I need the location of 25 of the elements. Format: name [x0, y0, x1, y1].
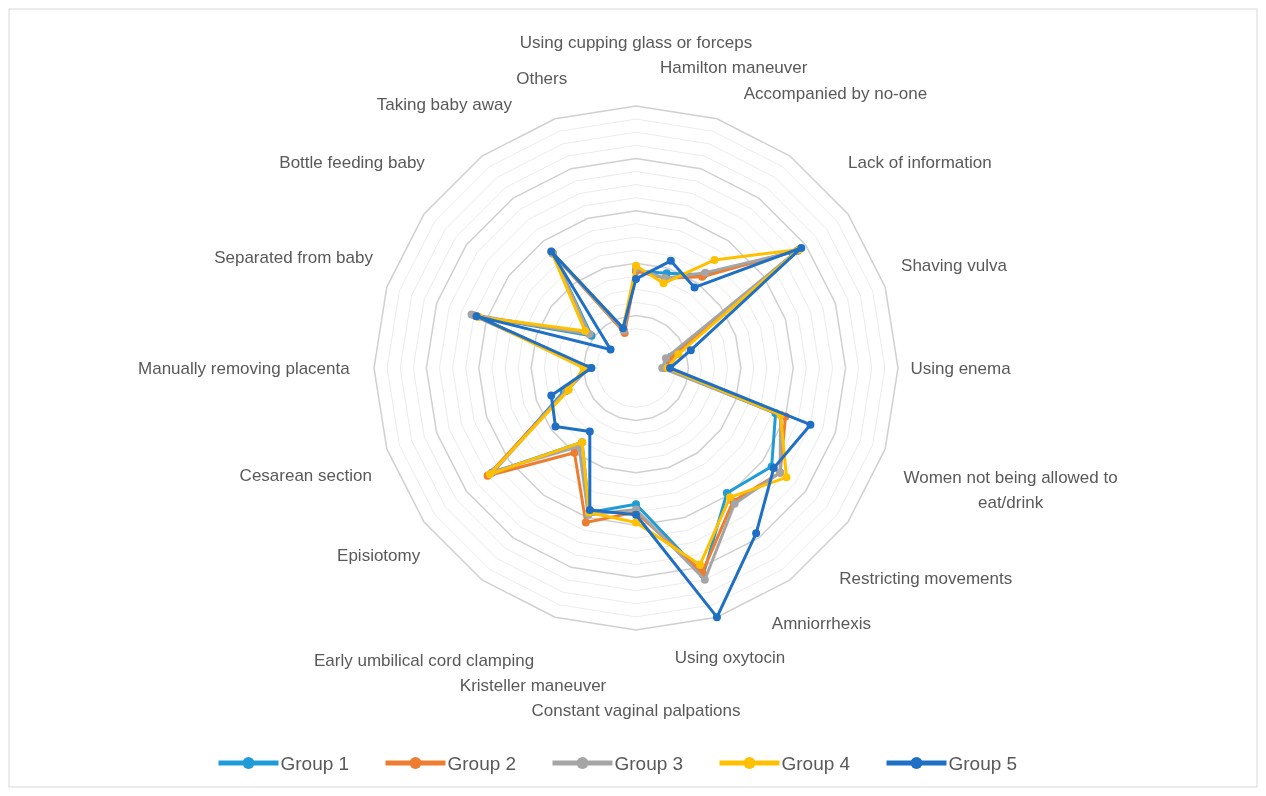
spoke-label: Lack of information	[848, 152, 992, 172]
spoke-label: Shaving vulva	[901, 255, 1008, 275]
spoke-label: Accompanied by no-one	[743, 84, 928, 104]
legend-label: Group 5	[948, 753, 1018, 774]
spoke-label: Separated from baby	[214, 247, 374, 267]
legend-label: Group 2	[447, 753, 517, 774]
spoke-label: Early umbilical cord clamping	[314, 650, 535, 670]
legend-label: Group 4	[781, 753, 851, 774]
spoke-label: Using cupping glass or forceps	[519, 32, 753, 52]
spoke-label: Taking baby away	[376, 95, 513, 115]
spoke-label: Restricting movements	[839, 569, 1013, 589]
spoke-label: Others	[516, 68, 568, 88]
spoke-label: Women not being allowed to eat/drink	[903, 468, 1118, 512]
spoke-label: Episiotomy	[337, 545, 421, 565]
legend-label: Group 1	[280, 753, 350, 774]
spoke-label: Constant vaginal palpations	[531, 701, 741, 721]
spoke-label: Bottle feeding baby	[279, 152, 426, 172]
spoke-label: Cesarean section	[239, 466, 372, 486]
legend-label: Group 3	[614, 753, 684, 774]
spoke-label: Kristeller maneuver	[459, 675, 607, 695]
spoke-label: Hamilton maneuver	[660, 58, 808, 78]
spoke-label: Amniorrhexis	[771, 614, 872, 634]
spoke-label: Using enema	[910, 358, 1012, 378]
spoke-label: Manually removing placenta	[138, 358, 351, 378]
spoke-label: Using oxytocin	[674, 648, 786, 668]
